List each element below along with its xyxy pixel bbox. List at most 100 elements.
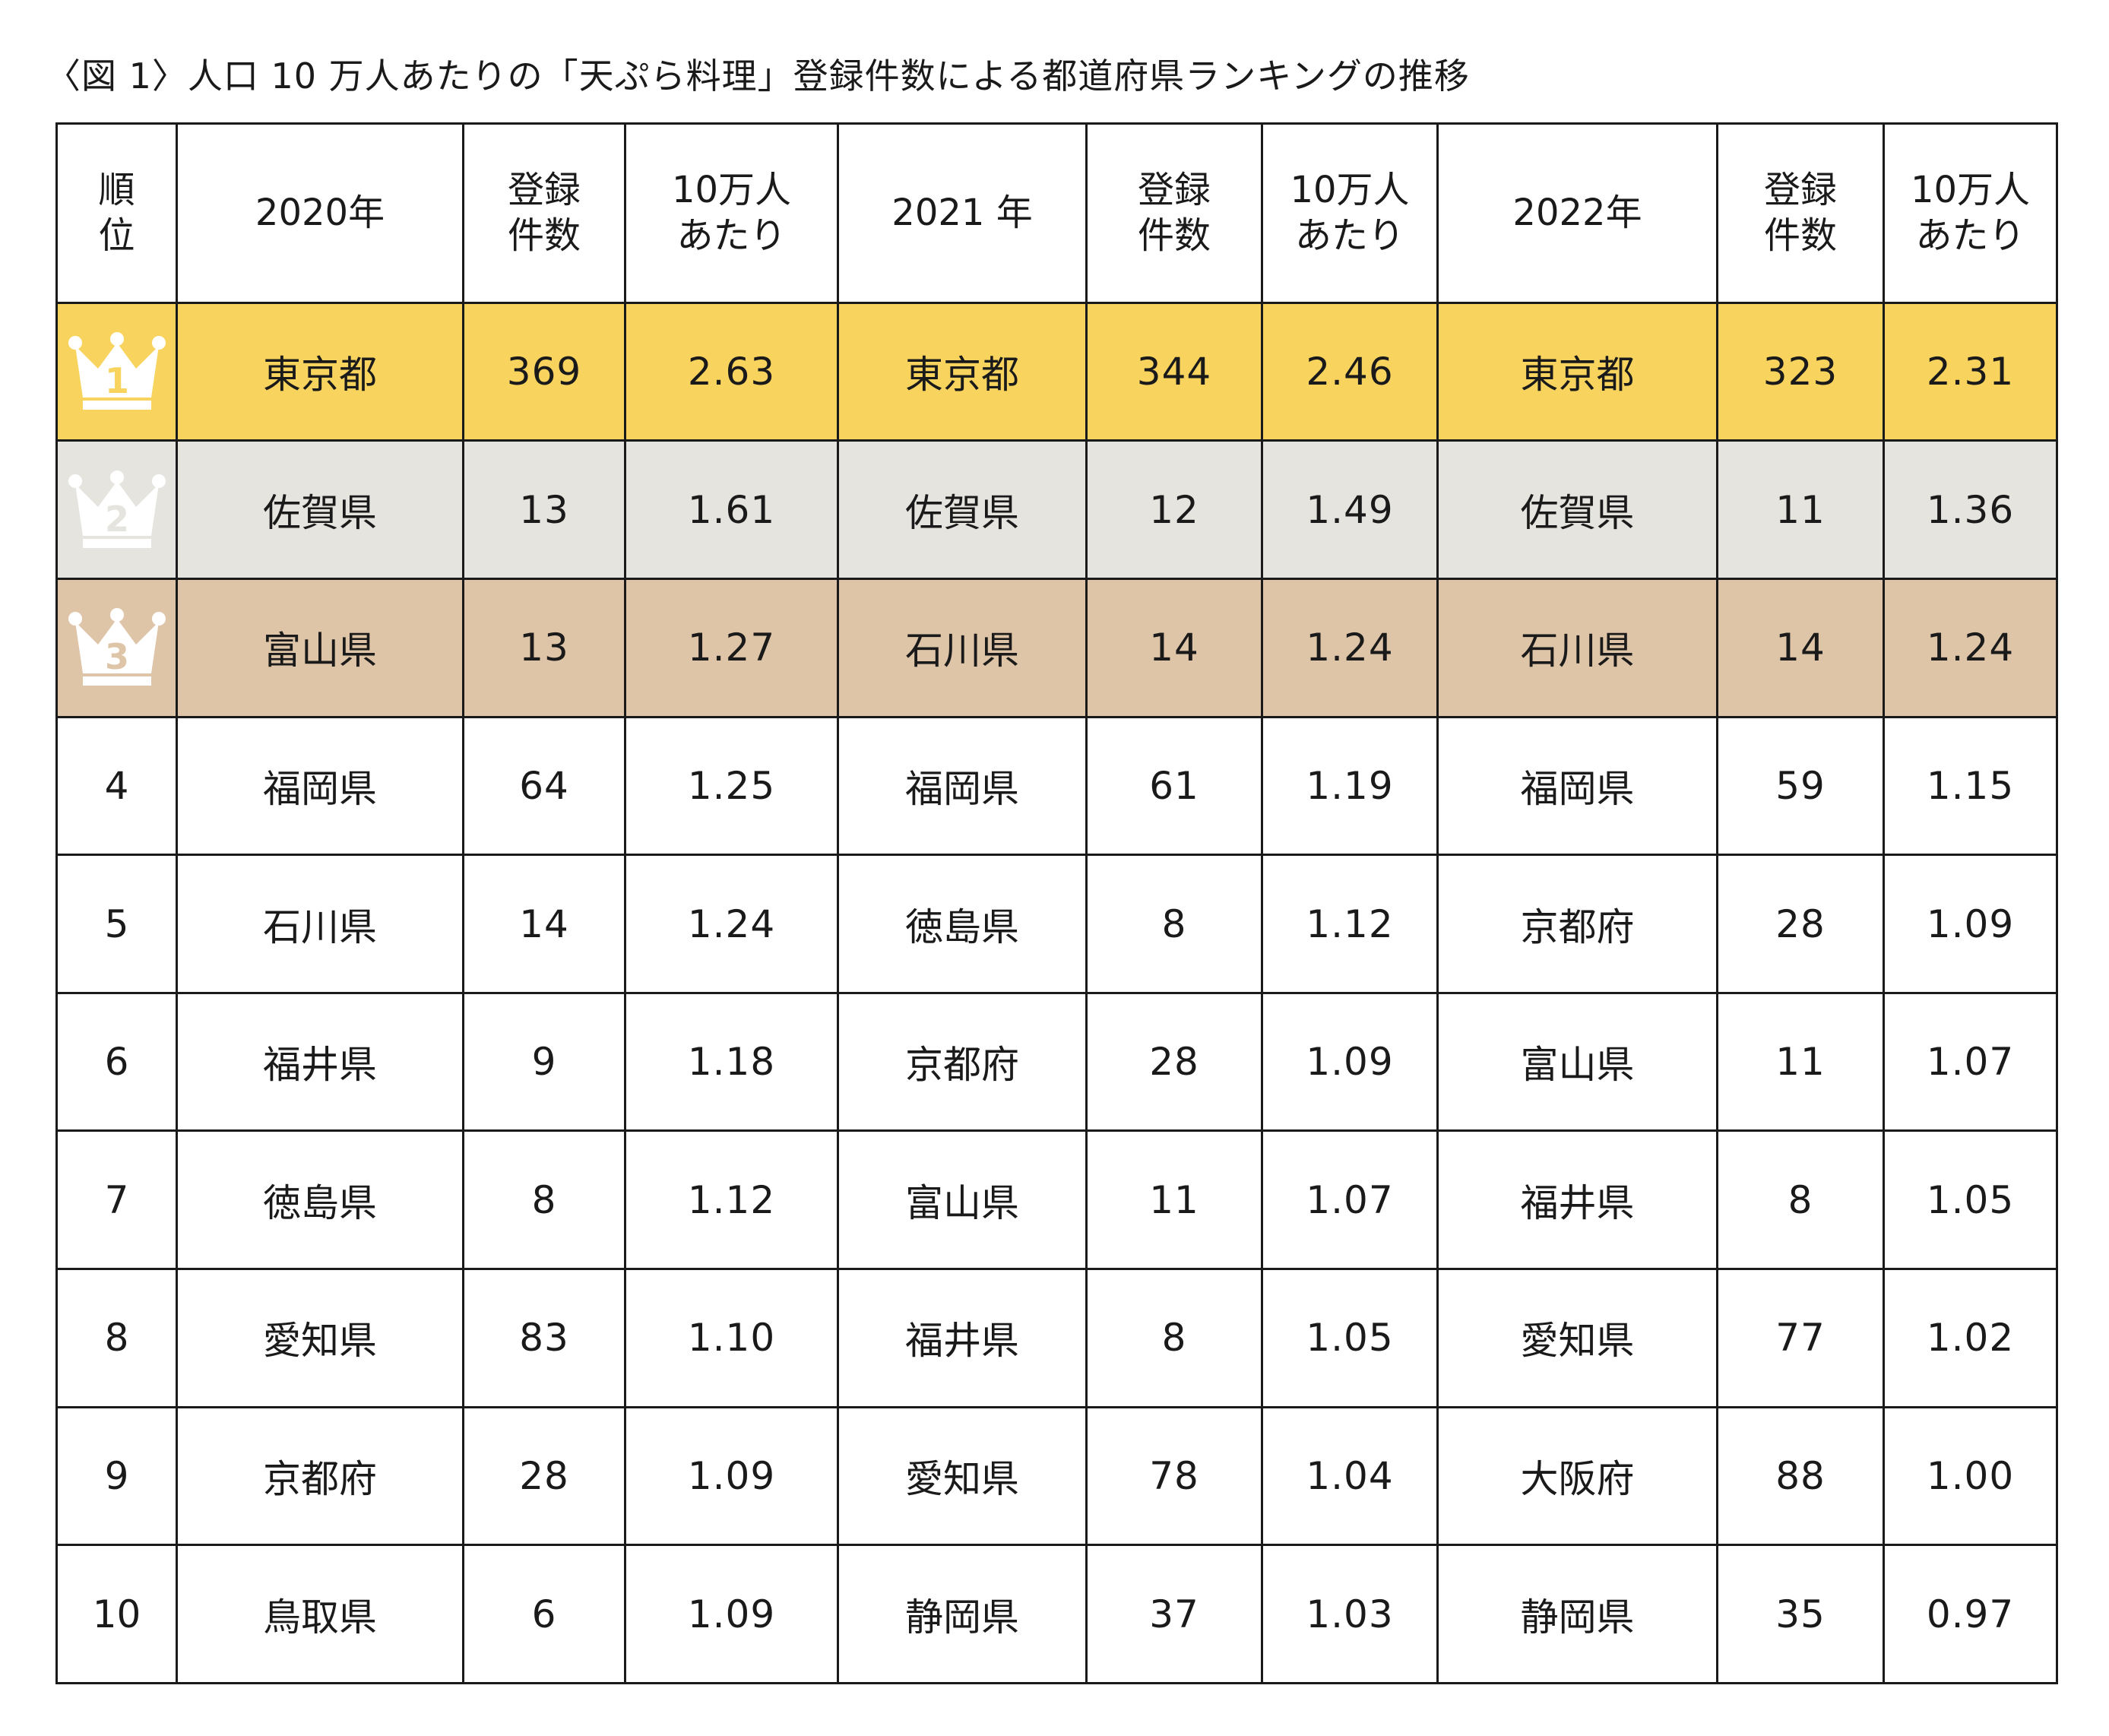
header-per100k-2021: 10万人 あたり [1261, 122, 1439, 304]
table-row: 4 福岡県 64 1.25 福岡県 61 1.19 福岡県 59 1.15 [55, 715, 2058, 857]
header-per100k-2022: 10万人 あたり [1883, 122, 2058, 304]
prefecture-2021-cell: 愛知県 [837, 1405, 1088, 1547]
prefecture-2022-cell: 京都府 [1436, 854, 1718, 994]
prefecture-2022-cell: 福井県 [1436, 1129, 1718, 1271]
header-year-2021: 2021 年 [837, 122, 1088, 304]
per100k-2021-cell: 1.24 [1261, 578, 1439, 718]
count-2021-cell: 11 [1085, 1129, 1263, 1271]
per100k-2020-cell: 1.25 [624, 715, 839, 857]
header-count-2022: 登録 件数 [1716, 122, 1885, 304]
per100k-2020-cell: 1.12 [624, 1129, 839, 1271]
per100k-2021-cell: 1.12 [1261, 854, 1439, 994]
rank-cell: 2 [55, 439, 178, 581]
count-2022-cell: 11 [1716, 439, 1885, 581]
per100k-2022-cell: 1.00 [1883, 1405, 2058, 1547]
count-2021-cell: 14 [1085, 578, 1263, 718]
count-2020-cell: 8 [462, 1129, 626, 1271]
rank-cell: 8 [55, 1268, 178, 1408]
per100k-2021-cell: 1.07 [1261, 1129, 1439, 1271]
prefecture-2020-cell: 愛知県 [176, 1268, 464, 1408]
per100k-2022-cell: 1.24 [1883, 578, 2058, 718]
prefecture-2022-cell: 東京都 [1436, 301, 1718, 442]
count-2020-cell: 6 [462, 1544, 626, 1684]
count-2020-cell: 369 [462, 301, 626, 442]
header-rank: 順 位 [55, 122, 178, 304]
header-year-2022: 2022年 [1436, 122, 1718, 304]
prefecture-2021-cell: 徳島県 [837, 854, 1088, 994]
per100k-2021-cell: 1.19 [1261, 715, 1439, 857]
rank-cell: 3 [55, 578, 178, 718]
table-row: 1 東京都 369 2.63 東京都 344 2.46 東京都 323 2.31 [55, 301, 2058, 442]
per100k-2020-cell: 1.10 [624, 1268, 839, 1408]
count-2022-cell: 59 [1716, 715, 1885, 857]
silver-crown-icon: 2 [68, 470, 166, 548]
count-2021-cell: 78 [1085, 1405, 1263, 1547]
count-2021-cell: 28 [1085, 991, 1263, 1133]
count-2020-cell: 83 [462, 1268, 626, 1408]
count-2020-cell: 28 [462, 1405, 626, 1547]
table-row: 6 福井県 9 1.18 京都府 28 1.09 富山県 11 1.07 [55, 991, 2058, 1133]
count-2021-cell: 344 [1085, 301, 1263, 442]
count-2020-cell: 64 [462, 715, 626, 857]
table-row: 8 愛知県 83 1.10 福井県 8 1.05 愛知県 77 1.02 [55, 1268, 2058, 1408]
prefecture-2020-cell: 東京都 [176, 301, 464, 442]
prefecture-2021-cell: 石川県 [837, 578, 1088, 718]
per100k-2020-cell: 1.18 [624, 991, 839, 1133]
prefecture-2022-cell: 大阪府 [1436, 1405, 1718, 1547]
prefecture-2022-cell: 愛知県 [1436, 1268, 1718, 1408]
rank-cell: 4 [55, 715, 178, 857]
table-row: 2 佐賀県 13 1.61 佐賀県 12 1.49 佐賀県 11 1.36 [55, 439, 2058, 581]
prefecture-2020-cell: 富山県 [176, 578, 464, 718]
count-2022-cell: 88 [1716, 1405, 1885, 1547]
header-per100k-2020: 10万人 あたり [624, 122, 839, 304]
per100k-2022-cell: 1.02 [1883, 1268, 2058, 1408]
rank-number: 1 [104, 360, 128, 401]
per100k-2022-cell: 1.15 [1883, 715, 2058, 857]
prefecture-2021-cell: 福井県 [837, 1268, 1088, 1408]
table-row: 10 鳥取県 6 1.09 静岡県 37 1.03 静岡県 35 0.97 [55, 1544, 2058, 1684]
count-2020-cell: 13 [462, 439, 626, 581]
header-row: 順 位 2020年 登録 件数 10万人 あたり 2021 年 登録 件数 10… [55, 122, 2058, 304]
per100k-2021-cell: 1.04 [1261, 1405, 1439, 1547]
per100k-2021-cell: 1.09 [1261, 991, 1439, 1133]
count-2022-cell: 14 [1716, 578, 1885, 718]
prefecture-2021-cell: 静岡県 [837, 1544, 1088, 1684]
prefecture-2020-cell: 福井県 [176, 991, 464, 1133]
per100k-2021-cell: 1.05 [1261, 1268, 1439, 1408]
per100k-2020-cell: 1.27 [624, 578, 839, 718]
per100k-2020-cell: 1.09 [624, 1405, 839, 1547]
prefecture-2021-cell: 東京都 [837, 301, 1088, 442]
prefecture-2022-cell: 富山県 [1436, 991, 1718, 1133]
per100k-2021-cell: 2.46 [1261, 301, 1439, 442]
rank-cell: 9 [55, 1405, 178, 1547]
rank-cell: 10 [55, 1544, 178, 1684]
count-2022-cell: 11 [1716, 991, 1885, 1133]
count-2020-cell: 14 [462, 854, 626, 994]
per100k-2022-cell: 2.31 [1883, 301, 2058, 442]
prefecture-2021-cell: 富山県 [837, 1129, 1088, 1271]
count-2020-cell: 13 [462, 578, 626, 718]
header-count-2021: 登録 件数 [1085, 122, 1263, 304]
per100k-2022-cell: 1.05 [1883, 1129, 2058, 1271]
count-2022-cell: 8 [1716, 1129, 1885, 1271]
count-2021-cell: 8 [1085, 1268, 1263, 1408]
per100k-2021-cell: 1.03 [1261, 1544, 1439, 1684]
prefecture-2021-cell: 佐賀県 [837, 439, 1088, 581]
count-2022-cell: 77 [1716, 1268, 1885, 1408]
count-2022-cell: 35 [1716, 1544, 1885, 1684]
header-year-2020: 2020年 [176, 122, 464, 304]
table-row: 5 石川県 14 1.24 徳島県 8 1.12 京都府 28 1.09 [55, 854, 2058, 994]
table-row: 7 徳島県 8 1.12 富山県 11 1.07 福井県 8 1.05 [55, 1129, 2058, 1271]
prefecture-2020-cell: 京都府 [176, 1405, 464, 1547]
count-2020-cell: 9 [462, 991, 626, 1133]
count-2021-cell: 61 [1085, 715, 1263, 857]
per100k-2020-cell: 1.24 [624, 854, 839, 994]
per100k-2020-cell: 2.63 [624, 301, 839, 442]
prefecture-2022-cell: 福岡県 [1436, 715, 1718, 857]
per100k-2020-cell: 1.09 [624, 1544, 839, 1684]
chart-title: 〈図 1〉人口 10 万人あたりの「天ぷら料理」登録件数による都道府県ランキング… [46, 55, 1470, 97]
rank-cell: 1 [55, 301, 178, 442]
header-count-2020: 登録 件数 [462, 122, 626, 304]
per100k-2021-cell: 1.49 [1261, 439, 1439, 581]
prefecture-2022-cell: 佐賀県 [1436, 439, 1718, 581]
